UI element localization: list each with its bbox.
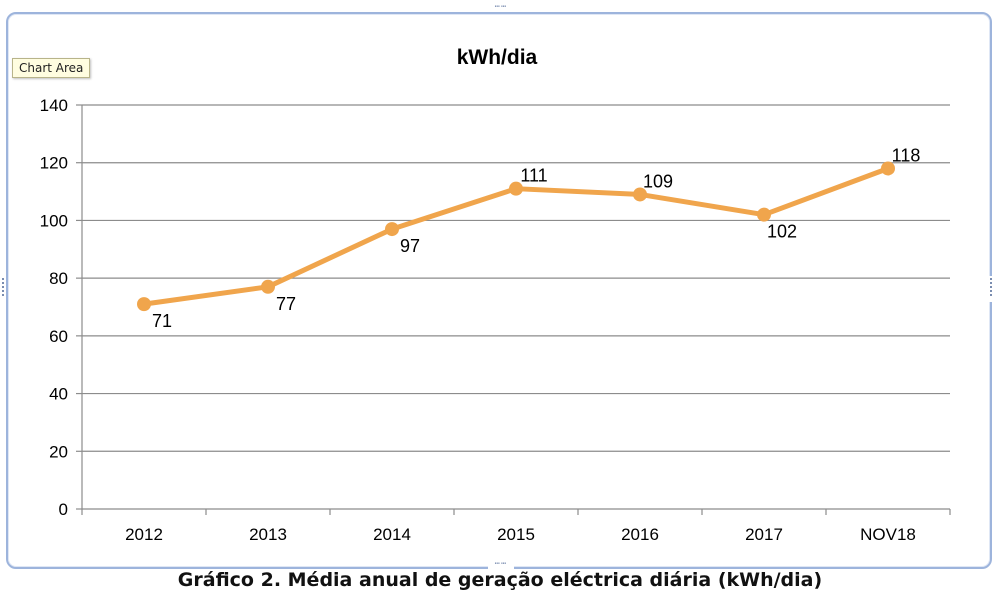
x-tick-label: 2012: [125, 525, 163, 544]
data-label: 118: [892, 145, 921, 165]
data-series: [137, 161, 895, 312]
x-tick-labels: 2012 2013 2014 2015 2016 2017 NOV18: [125, 525, 916, 544]
resize-handle-bottom[interactable]: ⋯⋯: [488, 560, 514, 569]
axes: [76, 104, 951, 515]
data-point: [261, 279, 275, 294]
resize-handle-left[interactable]: [0, 276, 6, 302]
data-point: [509, 181, 523, 196]
y-tick-label: 100: [40, 211, 68, 230]
data-point: [633, 187, 647, 202]
y-tick-label: 40: [49, 385, 68, 404]
y-tick-label: 140: [40, 96, 68, 115]
y-tick-label: 80: [49, 269, 68, 288]
data-point: [757, 207, 771, 222]
x-tick-label: 2013: [249, 525, 287, 544]
y-tick-labels: 0 20 40 60 80 100 120 140: [40, 96, 68, 519]
y-tick-label: 60: [49, 327, 68, 346]
x-tick-label: NOV18: [860, 525, 916, 544]
data-point: [881, 161, 895, 176]
resize-handle-top[interactable]: ⋯⋯: [488, 3, 514, 12]
resize-handle-right[interactable]: [988, 276, 994, 302]
figure-caption: Gráfico 2. Média anual de geração eléctr…: [177, 569, 823, 591]
y-tick-label: 0: [59, 500, 68, 519]
data-label: 71: [152, 311, 172, 331]
data-label: 97: [400, 236, 420, 256]
data-point: [385, 222, 399, 237]
x-tick-label: 2015: [497, 525, 535, 544]
chart-area-tooltip: Chart Area: [12, 58, 91, 78]
data-labels: 71 77 97 111 109 102 118: [152, 145, 920, 331]
x-tick-label: 2016: [621, 525, 659, 544]
data-point: [137, 297, 151, 312]
data-label: 77: [276, 294, 296, 314]
chart-title: kWh/dia: [457, 46, 538, 69]
y-tick-label: 120: [40, 154, 68, 173]
gridlines: [82, 104, 950, 452]
data-label: 109: [643, 171, 673, 191]
y-tick-label: 20: [49, 442, 68, 461]
data-label: 111: [520, 166, 547, 186]
data-label: 102: [767, 222, 797, 242]
x-tick-label: 2017: [745, 525, 783, 544]
x-tick-label: 2014: [373, 525, 411, 544]
